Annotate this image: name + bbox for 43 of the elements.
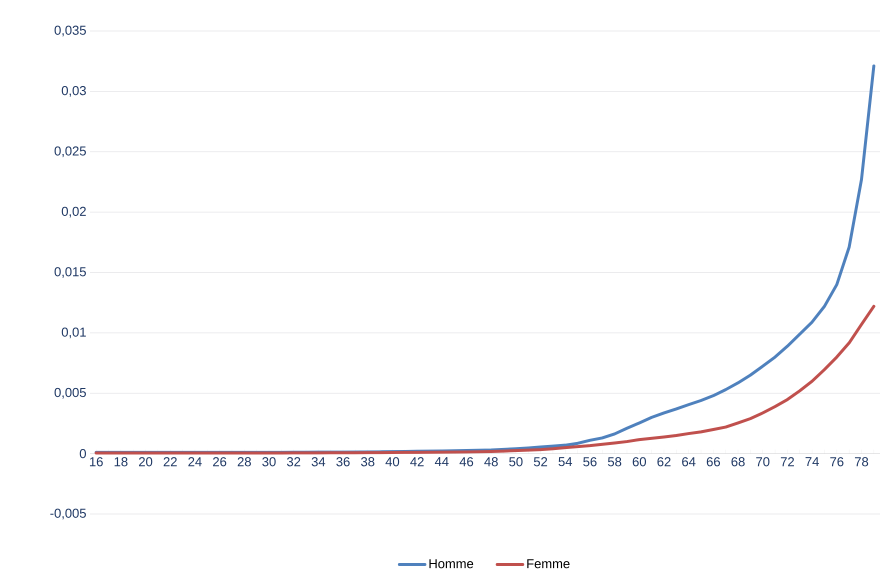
x-tick-label: 54	[558, 457, 572, 466]
y-tick-label: 0,005	[54, 388, 86, 399]
x-tick-label: 40	[386, 457, 400, 466]
x-tick-label: 68	[732, 457, 745, 466]
x-tick-label: 72	[780, 457, 794, 466]
x-tick-label: 16	[90, 457, 103, 466]
x-tick-label: 66	[706, 457, 720, 466]
x-tick-label: 36	[336, 457, 350, 466]
x-tick-label: 74	[806, 457, 819, 466]
x-tick-label: 42	[410, 457, 424, 466]
y-tick-label: 0,025	[54, 146, 86, 158]
x-tick-label: 76	[830, 457, 844, 466]
y-tick-label: 0,02	[62, 206, 86, 218]
x-tick-label: 52	[534, 457, 548, 466]
x-tick-label: 20	[139, 457, 152, 466]
legend-label: Femme	[527, 559, 570, 568]
x-tick-label: 30	[262, 457, 276, 466]
x-tick-label: 56	[583, 457, 597, 466]
x-tick-label: 50	[509, 457, 523, 466]
x-tick-label: 32	[286, 457, 300, 466]
x-tick-label: 44	[434, 457, 449, 466]
x-tick-label: 26	[213, 457, 226, 466]
x-tick-label: 60	[632, 457, 646, 466]
y-tick-label: 0,01	[62, 328, 86, 338]
x-tick-label: 64	[682, 457, 696, 466]
x-tick-label: 46	[460, 457, 474, 466]
x-tick-label: 58	[608, 457, 622, 466]
legend-label: Homme	[429, 559, 474, 568]
x-tick-label: 78	[854, 457, 868, 466]
y-tick-label: 0	[80, 449, 86, 458]
x-tick-label: 28	[238, 457, 251, 466]
y-tick-label: -0,005	[50, 508, 86, 520]
x-tick-label: 34	[312, 457, 326, 466]
x-tick-label: 48	[484, 457, 498, 466]
y-tick-label: 0,035	[54, 26, 86, 36]
x-tick-label: 24	[188, 457, 202, 466]
x-tick-label: 62	[657, 457, 671, 466]
x-tick-label: 18	[114, 457, 128, 466]
y-tick-label: 0,015	[54, 267, 86, 278]
x-tick-label: 22	[164, 457, 177, 466]
x-tick-label: 70	[756, 457, 770, 466]
x-tick-label: 38	[361, 457, 374, 466]
y-tick-label: 0,03	[62, 86, 86, 97]
